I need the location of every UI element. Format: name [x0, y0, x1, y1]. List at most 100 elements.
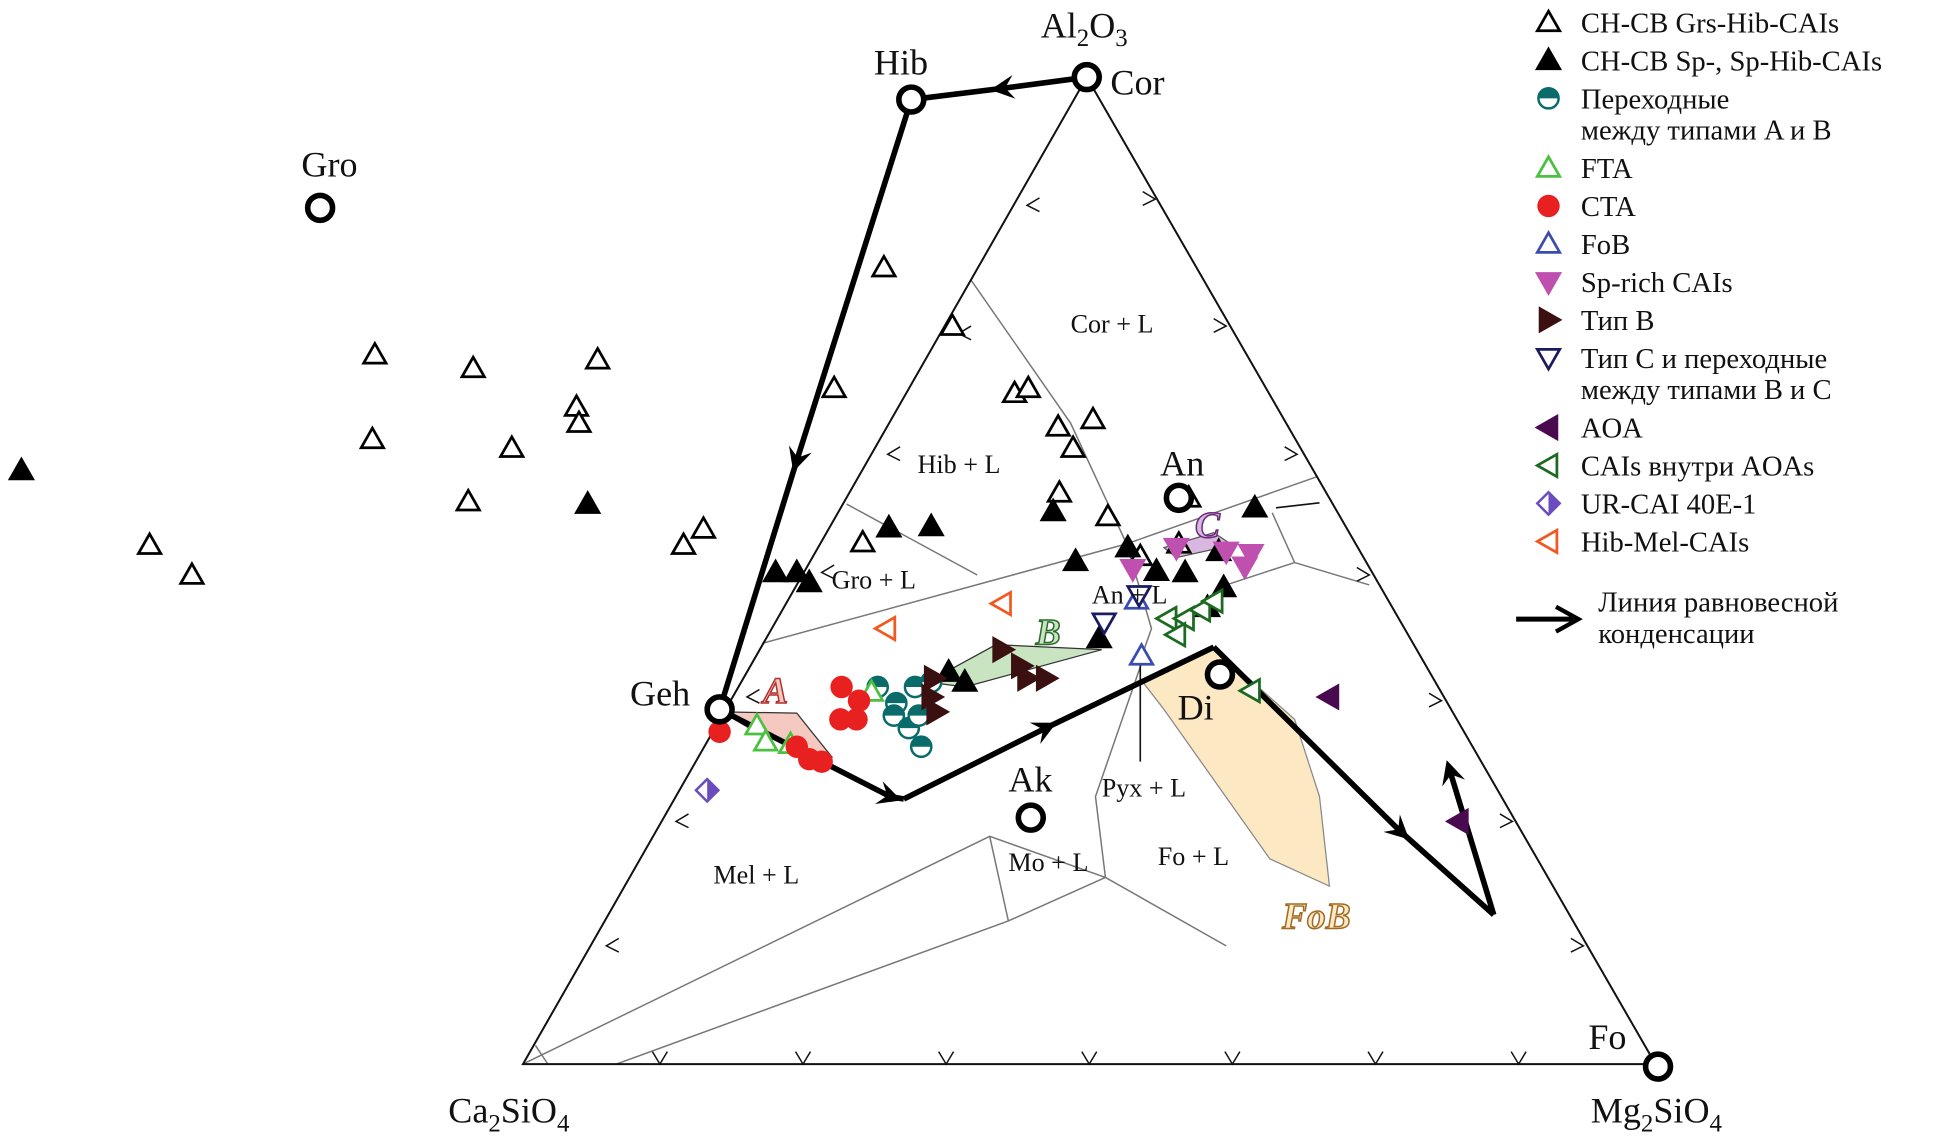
data-point: [1125, 585, 1153, 609]
label-geh: Geh: [630, 674, 690, 714]
tick: [1356, 566, 1371, 582]
label-region-fob: FoB: [1281, 896, 1350, 937]
label-cor: Cor: [1110, 63, 1164, 103]
mineral-labels: Gro Hib Cor Geh Ak An Di Fo: [301, 43, 1626, 1057]
node-geh: [704, 694, 735, 725]
node-hib: [896, 84, 927, 115]
legend-label: CAIs внутри AOAs: [1581, 450, 1814, 482]
field-hib-l: Hib + L: [918, 450, 1001, 479]
legend-marker-triangle-right-filled: [1538, 306, 1563, 334]
legend-label: CH-CB Sp-, Sp-Hib-CAIs: [1581, 45, 1882, 77]
legend-label: между типами B и C: [1581, 374, 1832, 406]
legend-label: FoB: [1581, 229, 1630, 261]
data-point: [1142, 557, 1171, 582]
node-ak: [1015, 802, 1047, 833]
tick: [1499, 813, 1514, 829]
data-points: [7, 253, 1469, 835]
tick: [651, 1051, 668, 1066]
label-region-a: A: [761, 671, 788, 712]
legend: CH-CB Grs-Hib-CAIs CH-CB Sp-, Sp-Hib-CAIs…: [1516, 7, 1882, 650]
data-point: [459, 354, 487, 379]
data-point: [951, 668, 979, 692]
label-di: Di: [1178, 687, 1214, 727]
data-point: [917, 512, 945, 537]
pointer-lines: [1139, 502, 1320, 762]
data-point: [1187, 596, 1212, 624]
legend-marker-circle-filled: [1537, 194, 1560, 218]
data-point: [1059, 434, 1087, 458]
data-point: [1127, 641, 1156, 666]
legend-label: CTA: [1581, 191, 1636, 223]
legend-label: Тип B: [1581, 305, 1655, 337]
tick: [794, 1051, 812, 1066]
legend-item: UR-CAI 40E-1: [1535, 488, 1757, 520]
data-point: [562, 393, 591, 417]
tick: [820, 564, 835, 580]
tick: [938, 1051, 955, 1066]
node-gro: [304, 192, 336, 224]
legend-label: Переходные: [1581, 83, 1729, 115]
legend-item: CH-CB Sp-, Sp-Hib-CAIs: [1534, 45, 1882, 77]
data-point: [1079, 405, 1107, 430]
vertex-labels: Al2O3 Ca2SiO4 Mg2SiO4: [448, 5, 1722, 1137]
legend-item: AOA: [1534, 412, 1643, 444]
node-di: [1204, 659, 1236, 690]
data-point: [178, 561, 206, 585]
data-point: [988, 590, 1012, 618]
data-point: [795, 568, 823, 593]
data-point: [1062, 547, 1090, 572]
legend-label: UR-CAI 40E-1: [1581, 488, 1757, 520]
legend-item: FTA: [1534, 153, 1633, 185]
data-point: [810, 750, 833, 773]
region-labels: A B C FoB: [760, 505, 1351, 938]
data-point: [847, 689, 871, 712]
data-point: [1199, 587, 1224, 615]
data-point: [1045, 478, 1073, 503]
legend-item: FoB: [1534, 229, 1630, 261]
legend-marker-triangle-open: [1534, 229, 1563, 254]
data-point: [1241, 493, 1269, 518]
legend-label: между типами A и B: [1581, 114, 1832, 146]
legend-marker-triangle-left-open: [1534, 527, 1559, 555]
label-ak: Ak: [1008, 760, 1053, 800]
tick: [1570, 937, 1585, 953]
label-region-c: C: [1195, 506, 1221, 547]
data-point: [1090, 612, 1118, 637]
data-point: [1237, 544, 1265, 568]
vertex-al2o3: Al2O3: [1041, 5, 1128, 52]
legend-marker-triangle-filled: [1534, 46, 1563, 71]
data-point: [361, 340, 389, 365]
legend-item: Hib-Mel-CAIs: [1534, 526, 1749, 558]
axis-ticks: [604, 191, 1585, 1066]
field-fo-l: Fo + L: [1158, 842, 1229, 871]
data-point: [752, 727, 780, 752]
data-point: [498, 434, 526, 458]
data-point: [926, 698, 951, 726]
data-point: [574, 490, 602, 514]
tick: [674, 813, 689, 829]
data-point: [875, 513, 903, 538]
legend-label: CH-CB Grs-Hib-CAIs: [1581, 7, 1839, 39]
vertex-mg2sio4: Mg2SiO4: [1591, 1091, 1723, 1138]
legend-item: Тип B: [1538, 305, 1655, 337]
legend-marker-triangle-left-filled: [1534, 413, 1559, 442]
legend-item: Sp-rich CAIs: [1534, 267, 1733, 299]
tick: [1025, 197, 1040, 213]
data-point: [743, 711, 771, 736]
data-point: [1017, 664, 1041, 692]
legend-label: AOA: [1581, 412, 1643, 444]
legend-label: Sp-rich CAIs: [1581, 267, 1733, 299]
data-point: [689, 514, 718, 539]
data-point: [992, 636, 1017, 664]
tick: [1284, 446, 1299, 462]
data-point: [820, 374, 848, 399]
tick: [1142, 191, 1157, 207]
data-point: [1444, 807, 1469, 835]
legend-marker-triangle-down-filled: [1534, 272, 1563, 296]
label-region-b: B: [1035, 613, 1061, 654]
legend-label: конденсации: [1598, 618, 1754, 650]
data-point: [845, 708, 868, 731]
tick: [886, 446, 901, 462]
